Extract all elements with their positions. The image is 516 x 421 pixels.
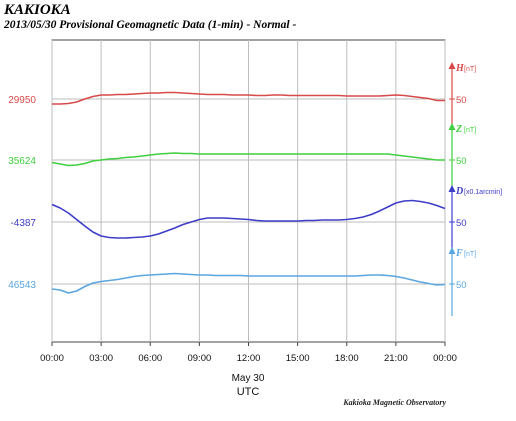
scale-value-D: 50 — [456, 218, 467, 229]
x-tick-labels: 00:00 03:00 06:00 09:00 12:00 15:00 18:00 21:00… — [40, 353, 457, 364]
scale-arrow-F — [448, 247, 456, 254]
component-name-F: F — [455, 248, 463, 259]
baseline-lines — [52, 98, 445, 285]
baseline-label-F: 46543 — [8, 280, 36, 291]
x-tick-label: 21:00 — [384, 353, 408, 364]
component-scale-markers: H [nT]50Z [nT]50D [x0.1arcmin]50F [nT]50 — [448, 62, 502, 316]
scale-arrow-H — [448, 62, 456, 69]
x-tick-label: 09:00 — [187, 353, 211, 364]
x-tick-label: 18:00 — [335, 353, 359, 364]
component-unit-F: [nT] — [464, 251, 476, 258]
component-name-D: D — [455, 186, 463, 197]
station-title: KAKIOKA — [4, 2, 71, 18]
scale-value-Z: 50 — [456, 156, 467, 167]
series-lines — [51, 91, 446, 294]
component-unit-Z: [nT] — [464, 127, 476, 134]
x-tick-label: 06:00 — [138, 353, 162, 364]
x-tick-label: 12:00 — [237, 353, 261, 364]
axis-labels: May 30 UTC — [232, 373, 265, 398]
x-tick-label: 00:00 — [433, 353, 457, 364]
component-unit-H: [nT] — [464, 66, 476, 73]
x-date-label: May 30 — [232, 373, 265, 384]
component-unit-D: [x0.1arcmin] — [464, 189, 502, 196]
scale-arrow-Z — [448, 123, 456, 130]
observatory-credit: Kakioka Magnetic Observatory — [343, 398, 446, 407]
series-line-D — [51, 199, 446, 239]
baseline-value-labels: 29950 35624 -4387 46543 — [8, 95, 36, 291]
x-axis-title: UTC — [237, 386, 260, 398]
grid-lines — [51, 40, 446, 346]
scale-value-F: 50 — [456, 280, 467, 291]
baseline-label-H: 29950 — [8, 95, 36, 106]
component-name-H: H — [455, 63, 465, 74]
baseline-label-D: -4387 — [10, 218, 36, 229]
component-name-Z: Z — [455, 124, 462, 135]
scale-value-H: 50 — [456, 95, 467, 106]
scale-arrow-D — [448, 185, 456, 192]
x-tick-label: 15:00 — [286, 353, 310, 364]
baseline-label-Z: 35624 — [8, 156, 36, 167]
x-tick-label: 00:00 — [40, 353, 64, 364]
series-line-H — [52, 91, 445, 105]
x-tick-label: 03:00 — [89, 353, 113, 364]
series-line-F — [51, 272, 446, 294]
series-line-Z — [51, 152, 445, 167]
chart-subtitle: 2013/05/30 Provisional Geomagnetic Data … — [4, 19, 297, 31]
